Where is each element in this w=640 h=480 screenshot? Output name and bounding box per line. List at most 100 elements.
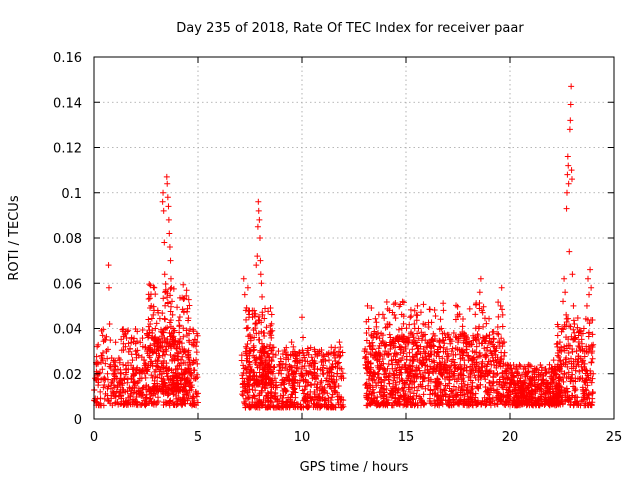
- data-point: [367, 382, 374, 389]
- data-point: [511, 399, 518, 406]
- data-point: [491, 348, 498, 355]
- data-point: [259, 345, 266, 352]
- data-point: [412, 367, 419, 374]
- data-point: [162, 302, 169, 309]
- data-point: [554, 321, 561, 328]
- data-point: [463, 349, 470, 356]
- data-point: [122, 371, 129, 378]
- data-point: [159, 198, 166, 205]
- data-point: [495, 331, 502, 338]
- data-point: [389, 361, 396, 368]
- data-point: [112, 339, 119, 346]
- data-point: [256, 336, 263, 343]
- data-point: [481, 345, 488, 352]
- data-point: [160, 376, 167, 383]
- data-point: [164, 194, 171, 201]
- data-point: [180, 370, 187, 377]
- data-point: [571, 385, 578, 392]
- data-point: [301, 363, 308, 370]
- data-point: [184, 308, 191, 315]
- data-point: [256, 390, 263, 397]
- data-point: [273, 403, 280, 410]
- data-point: [587, 367, 594, 374]
- data-point: [119, 380, 126, 387]
- data-point: [194, 390, 201, 397]
- data-point: [165, 377, 172, 384]
- data-point: [392, 315, 399, 322]
- data-point: [317, 403, 324, 410]
- data-point: [120, 361, 127, 368]
- data-point: [160, 295, 167, 302]
- data-point: [265, 370, 272, 377]
- data-point: [414, 330, 421, 337]
- data-point: [145, 345, 152, 352]
- data-point: [534, 381, 541, 388]
- data-point: [448, 348, 455, 355]
- data-point: [383, 399, 390, 406]
- data-point: [377, 384, 384, 391]
- data-point: [564, 171, 571, 178]
- data-point: [499, 311, 506, 318]
- data-point: [568, 167, 575, 174]
- data-point: [513, 363, 520, 370]
- data-point: [244, 284, 251, 291]
- data-point: [540, 389, 547, 395]
- y-tick-label: 0.08: [53, 232, 82, 247]
- data-point: [146, 327, 153, 334]
- data-point: [459, 348, 466, 355]
- data-point: [106, 320, 113, 327]
- data-point: [144, 366, 151, 373]
- data-point: [244, 366, 251, 373]
- data-point: [379, 338, 386, 345]
- data-point: [569, 371, 576, 378]
- data-point: [147, 342, 154, 349]
- y-tick-label: 0.12: [53, 142, 82, 157]
- data-point: [555, 361, 562, 368]
- data-point: [387, 334, 394, 341]
- data-point: [391, 372, 398, 379]
- y-tick-label: 0.16: [53, 51, 82, 66]
- data-point: [268, 320, 275, 327]
- data-point: [255, 198, 262, 205]
- data-point: [453, 302, 460, 309]
- data-point: [457, 355, 464, 362]
- data-point: [277, 367, 284, 374]
- data-point: [324, 390, 331, 397]
- data-point: [556, 374, 563, 381]
- data-point: [105, 284, 112, 291]
- data-point: [434, 346, 441, 353]
- data-point: [409, 346, 416, 353]
- data-point: [102, 360, 109, 367]
- data-point: [107, 382, 114, 389]
- data-point: [167, 352, 174, 359]
- data-point: [242, 402, 249, 409]
- data-point: [476, 300, 483, 307]
- data-point: [406, 362, 413, 369]
- data-point: [403, 325, 410, 332]
- data-point: [150, 336, 157, 343]
- data-point: [151, 284, 158, 291]
- data-point: [387, 390, 394, 397]
- data-point: [472, 311, 479, 318]
- data-point: [335, 359, 342, 366]
- data-point: [120, 346, 127, 353]
- data-point: [169, 311, 176, 318]
- data-point: [180, 295, 187, 302]
- data-point: [128, 362, 135, 369]
- data-point: [418, 398, 425, 405]
- data-point: [314, 404, 321, 411]
- data-point: [149, 348, 156, 355]
- data-point: [272, 384, 279, 391]
- data-point: [326, 365, 333, 372]
- data-point: [99, 366, 106, 373]
- data-point: [183, 292, 190, 299]
- data-point: [336, 365, 343, 372]
- data-point: [120, 333, 127, 340]
- data-point: [469, 348, 476, 355]
- data-point: [194, 399, 201, 406]
- data-point: [494, 354, 501, 361]
- data-point: [558, 363, 565, 370]
- data-point: [454, 313, 461, 320]
- data-point: [562, 387, 569, 394]
- data-point: [588, 350, 595, 357]
